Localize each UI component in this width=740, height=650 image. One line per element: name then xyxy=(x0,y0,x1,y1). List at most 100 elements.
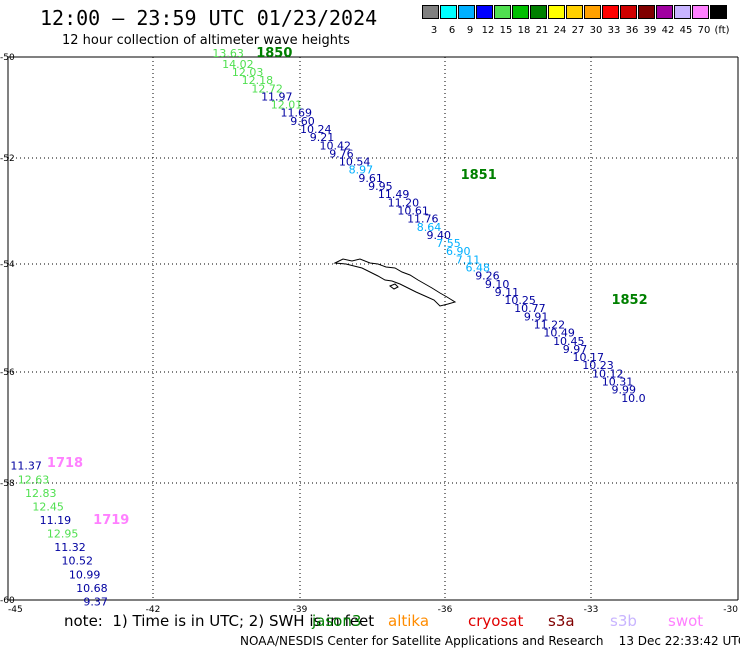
wave-height-label: 10.42 xyxy=(319,139,351,152)
color-swatch xyxy=(656,5,673,19)
color-swatch xyxy=(440,5,457,19)
color-swatch xyxy=(566,5,583,19)
lon-tick-label: -33 xyxy=(584,605,599,615)
color-swatch xyxy=(584,5,601,19)
wave-height-label: 10.99 xyxy=(69,568,101,581)
wave-height-label: 12.45 xyxy=(32,500,64,513)
wave-height-label: 9.26 xyxy=(475,270,500,283)
wave-height-label: 9.40 xyxy=(427,229,452,242)
wave-height-label: 10.23 xyxy=(582,359,614,372)
lat-tick-label: -52 xyxy=(0,154,15,164)
lon-tick-label: -42 xyxy=(146,605,161,615)
color-scale-label: 6 xyxy=(448,25,456,36)
axis-tick-labels: -45 -42 -39 -36 -33 -30 -50 -52 -54 -56 -58 -60 xyxy=(0,53,738,615)
color-scale-label: 21 xyxy=(535,25,549,36)
wave-height-label: 10.45 xyxy=(553,335,585,348)
wave-height-label: 10.17 xyxy=(573,351,605,364)
satellite-legend-item: swot xyxy=(668,612,704,630)
wave-height-label: 9.60 xyxy=(290,115,315,128)
track-time-label: 1719 xyxy=(93,513,129,528)
wave-height-label: 13.63 xyxy=(212,47,244,60)
satellite-legend-item: s3b xyxy=(610,612,637,630)
wave-height-label: 9.11 xyxy=(495,286,519,299)
south-georgia-coastline xyxy=(333,258,457,307)
color-scale-label: 45 xyxy=(679,25,693,36)
wave-height-label: 12.18 xyxy=(242,74,274,87)
satellite-legend-item: s3a xyxy=(548,612,575,630)
wave-height-label: 9.97 xyxy=(563,343,588,356)
wave-height-label: 11.19 xyxy=(40,514,71,527)
wave-height-label: 8.64 xyxy=(417,221,442,234)
color-scale-label: 36 xyxy=(625,25,639,36)
wave-height-label: 6.48 xyxy=(465,261,490,274)
wave-height-label: 9.10 xyxy=(485,278,510,291)
color-scale-label: 42 xyxy=(661,25,675,36)
wave-height-label: 12.03 xyxy=(232,66,264,79)
island-outline xyxy=(333,258,457,307)
page-title: 12:00 – 23:59 UTC 01/23/2024 xyxy=(40,6,378,30)
wave-height-label: 10.31 xyxy=(602,376,634,389)
color-swatch xyxy=(602,5,619,19)
color-scale-label: 12 xyxy=(481,25,495,36)
wave-height-label: 12.63 xyxy=(18,473,50,486)
lat-lon-grid xyxy=(7,56,739,601)
wave-height-label: 11.76 xyxy=(407,213,439,226)
color-swatch xyxy=(710,5,727,19)
wave-height-label: 10.61 xyxy=(397,204,429,217)
color-scale-label: 70 xyxy=(697,25,711,36)
page-subtitle: 12 hour collection of altimeter wave hei… xyxy=(62,33,350,48)
island-islet xyxy=(388,283,399,290)
track-time-label: 1851 xyxy=(461,168,497,183)
color-swatch xyxy=(638,5,655,19)
track-time-label: 1852 xyxy=(611,293,647,308)
wave-height-label: 10.52 xyxy=(62,555,94,568)
wave-height-label: 6.90 xyxy=(446,245,471,258)
color-swatch xyxy=(476,5,493,19)
lon-tick-label: -36 xyxy=(438,605,453,615)
satellite-legend-item: jason3 xyxy=(312,612,362,630)
satellite-legend-item: cryosat xyxy=(468,612,524,630)
track-time-label: 1850 xyxy=(256,46,292,61)
wave-height-label: 11.22 xyxy=(534,319,566,332)
wave-height-label: 9.37 xyxy=(83,595,108,608)
wave-height-label: 9.99 xyxy=(611,384,636,397)
color-scale-label: 33 xyxy=(607,25,621,36)
satellite-legend-item: altika xyxy=(388,612,430,630)
lat-tick-label: -50 xyxy=(0,53,15,63)
color-scale-label: 27 xyxy=(571,25,585,36)
color-scale-label: 3 xyxy=(430,25,438,36)
wave-height-label: 11.32 xyxy=(54,541,86,554)
wave-height-label: 11.69 xyxy=(281,107,313,120)
wave-height-label: 12.01 xyxy=(271,99,303,112)
color-scale-label: 24 xyxy=(553,25,567,36)
wave-height-label: 9.21 xyxy=(310,131,335,144)
color-swatch xyxy=(548,5,565,19)
footer-credit: NOAA/NESDIS Center for Satellite Applica… xyxy=(240,634,740,648)
footer-note: note: 1) Time is in UTC; 2) SWH is in fe… xyxy=(64,612,375,630)
lat-tick-label: -58 xyxy=(0,479,15,489)
wave-height-label: 9.76 xyxy=(329,147,354,160)
wave-height-label: 10.77 xyxy=(514,302,546,315)
color-swatch xyxy=(530,5,547,19)
wave-height-label: 10.0 xyxy=(621,392,646,405)
color-swatch xyxy=(458,5,475,19)
wave-height-label: 14.02 xyxy=(222,58,254,71)
color-swatch xyxy=(620,5,637,19)
wave-height-label: 9.91 xyxy=(524,310,549,323)
wave-height-label: 10.68 xyxy=(76,582,108,595)
color-scale-label: 18 xyxy=(517,25,531,36)
color-scale-label: 9 xyxy=(466,25,474,36)
track-time-label: 1718 xyxy=(47,456,83,471)
wave-height-label: 12.72 xyxy=(251,82,282,95)
color-scale-label: (ft) xyxy=(714,25,730,36)
color-swatch xyxy=(674,5,691,19)
wave-height-label: 10.24 xyxy=(300,123,332,136)
wave-height-label: 12.83 xyxy=(25,487,57,500)
color-swatch xyxy=(422,5,439,19)
color-swatch xyxy=(494,5,511,19)
wave-height-label: 10.49 xyxy=(543,327,575,340)
lat-tick-label: -54 xyxy=(0,260,15,270)
color-swatch xyxy=(512,5,529,19)
